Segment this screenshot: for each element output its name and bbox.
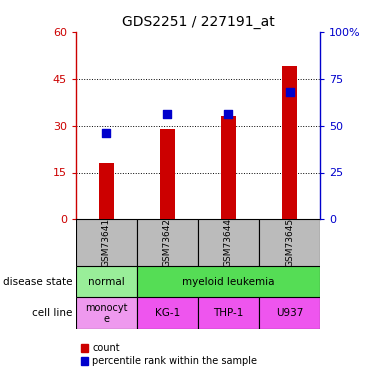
- Text: THP-1: THP-1: [213, 308, 244, 318]
- Bar: [76, 297, 137, 329]
- Bar: [259, 297, 320, 329]
- Bar: [76, 219, 137, 266]
- Bar: [137, 266, 320, 297]
- Bar: [160, 129, 175, 219]
- Point: [104, 130, 110, 136]
- Point: [286, 89, 292, 95]
- Title: GDS2251 / 227191_at: GDS2251 / 227191_at: [122, 15, 274, 30]
- Text: GSM73644: GSM73644: [224, 218, 233, 267]
- Bar: [137, 297, 198, 329]
- Text: KG-1: KG-1: [155, 308, 180, 318]
- Text: normal: normal: [88, 276, 125, 286]
- Legend: count, percentile rank within the sample: count, percentile rank within the sample: [81, 344, 258, 366]
- Bar: [76, 266, 137, 297]
- Bar: [259, 219, 320, 266]
- Text: U937: U937: [276, 308, 303, 318]
- Text: GSM73645: GSM73645: [285, 218, 294, 267]
- Text: disease state: disease state: [3, 276, 73, 286]
- Bar: [198, 297, 259, 329]
- Text: myeloid leukemia: myeloid leukemia: [182, 276, 275, 286]
- Text: monocyt
e: monocyt e: [85, 303, 128, 324]
- Bar: [198, 219, 259, 266]
- Text: cell line: cell line: [33, 308, 73, 318]
- Text: GSM73642: GSM73642: [163, 218, 172, 267]
- Text: GSM73641: GSM73641: [102, 218, 111, 267]
- Bar: [137, 219, 198, 266]
- Bar: [99, 163, 114, 219]
- Point: [165, 111, 171, 117]
- Point: [226, 111, 232, 117]
- Bar: [221, 116, 236, 219]
- Bar: [282, 66, 297, 219]
